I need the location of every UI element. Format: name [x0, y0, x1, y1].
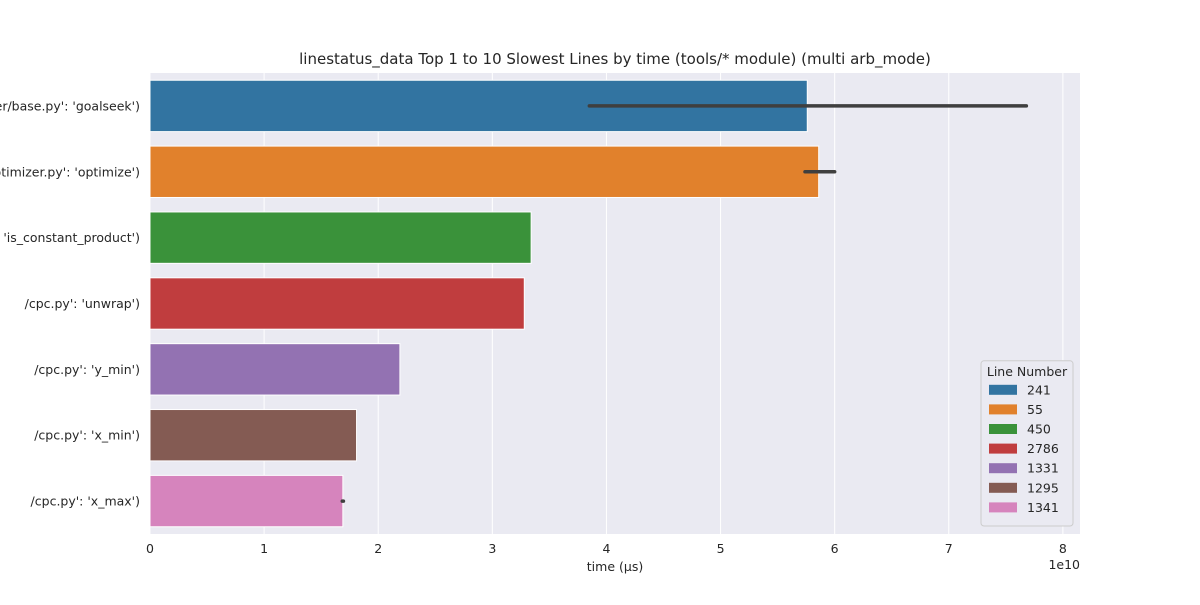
- x-axis-label: time (µs): [587, 559, 643, 574]
- bar: [149, 211, 532, 264]
- legend-swatch: [989, 384, 1017, 395]
- chart-title: linestatus_data Top 1 to 10 Slowest Line…: [299, 50, 931, 69]
- bar: [149, 145, 820, 198]
- y-tick-label: er/base.py': 'goalseek'): [0, 98, 140, 113]
- x-tick-label: 3: [488, 541, 496, 556]
- legend-entry: 2786: [1027, 441, 1059, 456]
- bar: [149, 343, 401, 396]
- x-tick-label: 2: [374, 541, 382, 556]
- y-tick-label: : 'is_constant_product'): [0, 230, 140, 245]
- legend-swatch: [989, 443, 1017, 454]
- legend-entry: 241: [1027, 382, 1051, 397]
- legend-swatch: [989, 482, 1017, 493]
- x-tick-label: 4: [602, 541, 610, 556]
- x-tick-label: 8: [1059, 541, 1067, 556]
- y-tick-label: /cpc.py': 'unwrap'): [25, 296, 140, 311]
- legend-entry: 1295: [1027, 480, 1059, 495]
- plot-area: [149, 73, 1080, 534]
- bar: [149, 277, 525, 330]
- legend-swatch: [989, 502, 1017, 513]
- legend-entry: 1331: [1027, 461, 1059, 476]
- legend-title: Line Number: [987, 364, 1068, 379]
- bar: [149, 474, 344, 528]
- y-tick-label: /cpc.py': 'y_min'): [34, 362, 140, 377]
- y-tick-label: optimizer.py': 'optimize'): [0, 164, 140, 179]
- legend-swatch: [989, 404, 1017, 415]
- y-tick-label: /cpc.py': 'x_max'): [31, 494, 140, 509]
- x-tick-label: 7: [945, 541, 953, 556]
- legend: Line Number 241 55 450 2786 1331 1295 1341: [980, 360, 1074, 527]
- x-tick-label: 6: [831, 541, 839, 556]
- y-tick-label: /cpc.py': 'x_min'): [34, 428, 140, 443]
- legend-swatch: [989, 463, 1017, 474]
- legend-entry: 450: [1027, 422, 1051, 437]
- x-axis-scale-label: 1e10: [1048, 557, 1080, 572]
- x-tick-label: 5: [717, 541, 725, 556]
- bar: [149, 409, 358, 462]
- x-tick-label: 1: [260, 541, 268, 556]
- legend-entry: 55: [1027, 402, 1043, 417]
- legend-entry: 1341: [1027, 500, 1059, 515]
- legend-swatch: [989, 424, 1017, 434]
- x-tick-label: 0: [146, 541, 154, 556]
